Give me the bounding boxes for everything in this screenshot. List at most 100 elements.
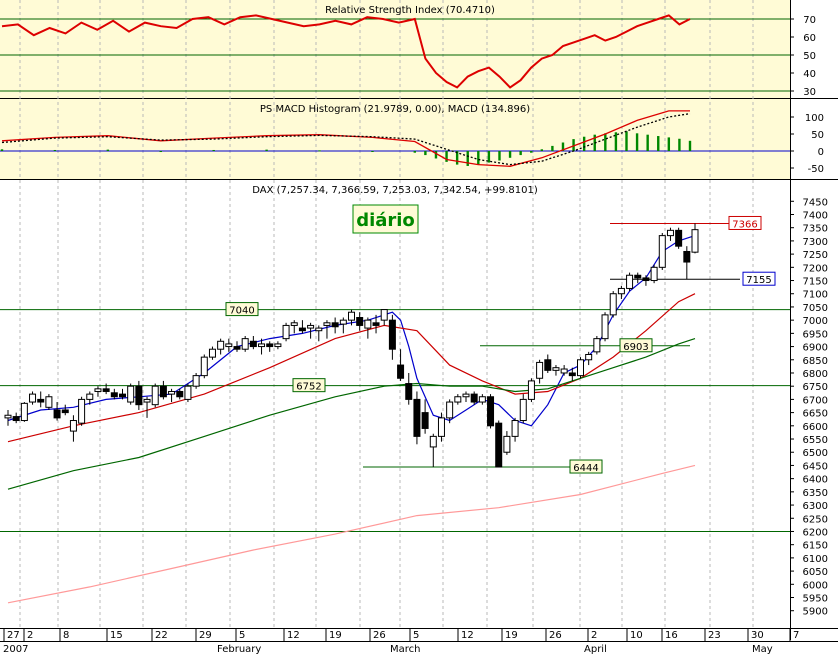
price-tick-label: 6550 xyxy=(803,435,828,446)
candle-body xyxy=(159,385,167,398)
price-tick-label: 7150 xyxy=(803,277,828,288)
x-tick-label: 23 xyxy=(708,630,721,641)
macd-histogram-bar xyxy=(657,136,660,151)
price-label-box xyxy=(728,215,762,230)
macd-histogram-bar xyxy=(0,149,4,151)
x-tick-label: 19 xyxy=(505,630,518,641)
candle-body xyxy=(266,343,274,348)
candle-body xyxy=(560,368,568,374)
candle-body xyxy=(78,398,86,424)
x-tick-label: 10 xyxy=(630,630,643,641)
candle-body xyxy=(200,356,208,377)
price-tick-label: 7450 xyxy=(803,197,828,208)
candle-body xyxy=(53,409,61,419)
candle-body xyxy=(536,361,544,379)
vertical-grid-lines xyxy=(19,0,754,628)
candle-body xyxy=(397,364,405,379)
price-tick-label: 6800 xyxy=(803,369,828,380)
candle-body xyxy=(511,420,519,437)
macd-histogram-bar xyxy=(445,151,448,162)
candle-body xyxy=(503,435,511,453)
price-tick-label: 5950 xyxy=(803,594,828,605)
candle-body xyxy=(478,396,486,403)
x-tick-label: 12 xyxy=(461,630,474,641)
price-label-text: 6444 xyxy=(573,463,598,474)
candle-body xyxy=(69,420,77,432)
rsi-tick-label: 60 xyxy=(803,33,816,44)
price-tick-label: 6100 xyxy=(803,554,828,565)
candle-body xyxy=(135,385,143,406)
price-label-text: 6752 xyxy=(296,382,321,393)
price-label-box xyxy=(569,459,603,474)
candle-body xyxy=(593,338,601,353)
price-tick-label: 6900 xyxy=(803,343,828,354)
price-tick-label: 6200 xyxy=(803,527,828,538)
price-tick-label: 6000 xyxy=(803,580,828,591)
x-tick-label: 2 xyxy=(591,630,597,641)
macd-histogram-bar xyxy=(678,138,681,151)
candle-body xyxy=(356,317,364,326)
candle-body xyxy=(274,343,282,348)
candle-body xyxy=(470,393,478,403)
candle-body xyxy=(552,367,560,371)
macd-line xyxy=(1,110,690,167)
annotation-text: diário xyxy=(356,210,415,231)
candle-body xyxy=(437,417,445,437)
candle-body xyxy=(609,293,617,316)
candle-body xyxy=(45,396,53,408)
price-tick-label: 7050 xyxy=(803,303,828,314)
macd-histogram-bar xyxy=(159,151,162,153)
rsi-layer: 30 40 50 60 70 xyxy=(0,14,816,98)
rsi-line xyxy=(1,14,691,89)
macd-histogram-bar xyxy=(371,151,374,152)
macd-histogram-bar xyxy=(582,136,586,151)
candle-body xyxy=(323,322,331,326)
candle-body xyxy=(380,309,388,321)
candle-body xyxy=(12,416,20,422)
rsi-tick-label: 30 xyxy=(803,87,816,98)
macd-layer: -50 0 50 100 xyxy=(0,110,824,175)
candle-body xyxy=(462,393,470,398)
candle-body xyxy=(527,380,535,400)
candle-body xyxy=(298,327,306,332)
candle-body xyxy=(495,422,503,468)
price-tick-label: 7100 xyxy=(803,290,828,301)
candle-body xyxy=(29,393,37,403)
moving-average-line xyxy=(7,464,696,604)
candle-body xyxy=(634,274,642,279)
x-tick-label: 19 xyxy=(329,630,342,641)
candle-body xyxy=(675,229,683,247)
candle-body xyxy=(339,319,347,325)
candle-body xyxy=(617,287,625,295)
candle-body xyxy=(421,412,429,429)
macd-histogram-bar xyxy=(53,149,57,151)
moving-average-line xyxy=(7,338,696,490)
x-tick-label: 12 xyxy=(287,630,300,641)
macd-tick-label: 100 xyxy=(805,113,824,124)
macd-histogram-bar xyxy=(572,139,575,151)
macd-histogram-bar xyxy=(487,151,491,163)
price-title: DAX (7,257.34, 7,366.59, 7,253.03, 7,342… xyxy=(252,185,538,196)
price-label-box xyxy=(619,338,653,353)
candle-body xyxy=(487,396,495,427)
candle-body xyxy=(102,388,110,392)
candle-body xyxy=(4,414,12,419)
price-tick-label: 6150 xyxy=(803,541,828,552)
macd-histogram-bar xyxy=(688,140,692,151)
price-tick-label: 6350 xyxy=(803,488,828,499)
candle-body xyxy=(143,398,151,403)
x-tick-label: 5 xyxy=(239,630,245,641)
macd-histogram-bar xyxy=(434,151,438,159)
candle-body xyxy=(290,322,298,326)
price-label-text: 7040 xyxy=(229,306,254,317)
candle-body xyxy=(544,359,552,371)
price-tick-label: 7400 xyxy=(803,210,828,221)
candle-body xyxy=(454,396,462,403)
candle-body xyxy=(568,372,576,377)
price-tick-label: 6850 xyxy=(803,356,828,367)
price-tick-label: 7300 xyxy=(803,237,828,248)
macd-histogram-bar xyxy=(635,133,639,151)
macd-histogram-bar xyxy=(604,133,607,151)
price-label-text: 6903 xyxy=(623,342,648,353)
candle-body xyxy=(151,385,159,406)
